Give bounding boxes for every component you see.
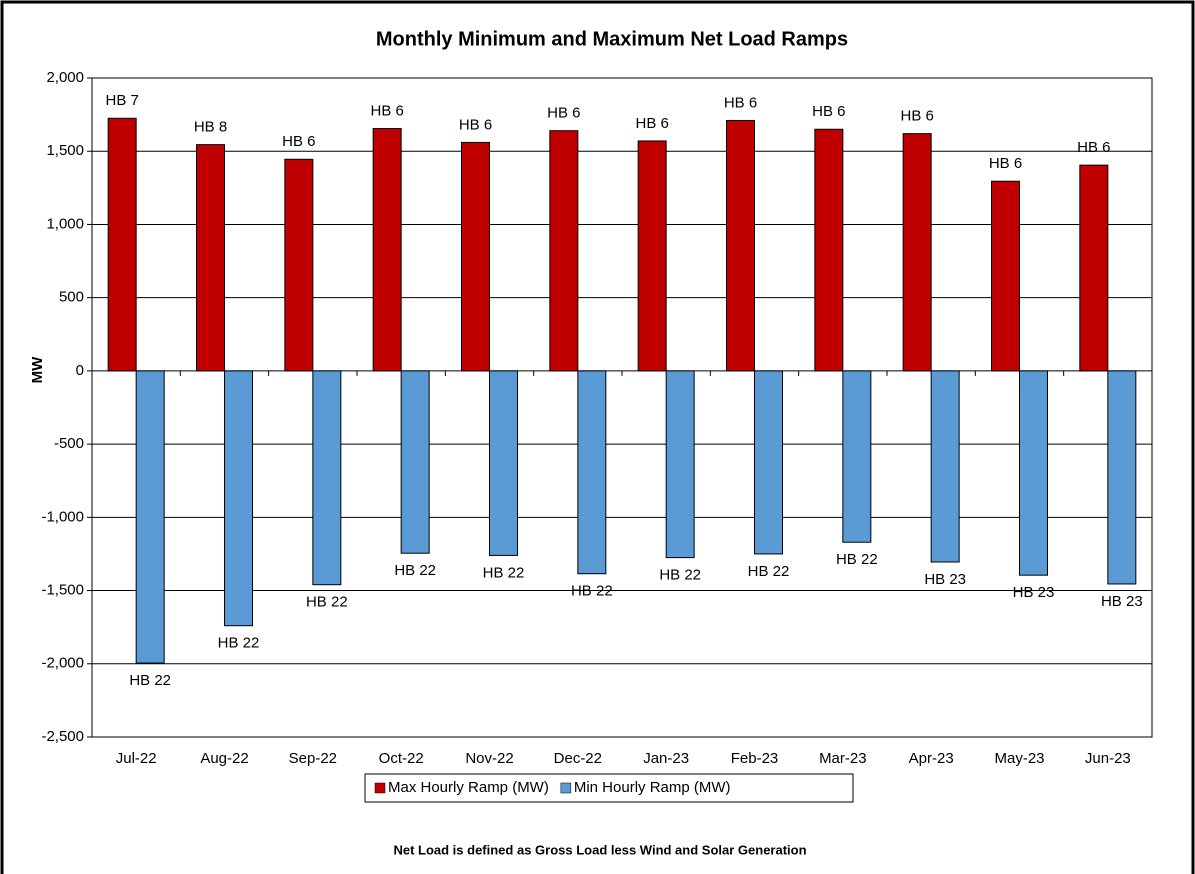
bar [549,130,579,372]
bar [754,370,783,555]
bar-annotation: HB 8 [194,119,227,136]
bar [461,141,490,372]
plot-area [91,77,1153,738]
bar [135,370,165,664]
bar-annotation: HB 22 [483,564,525,581]
y-tick-label: 1,000 [46,215,84,232]
bar [577,370,607,575]
y-tick-label: -2,000 [41,655,84,672]
bar [196,144,225,372]
bar [637,140,667,372]
footnote: Net Load is defined as Gross Load less W… [393,842,806,857]
y-tick-label: -500 [54,435,84,452]
x-tick-label: May-23 [994,750,1044,767]
bar-annotation: HB 23 [1013,584,1055,601]
legend-label: Max Hourly Ramp (MW) [388,779,549,796]
bar-annotation: HB 6 [900,108,933,125]
bar-annotation: HB 22 [306,594,348,611]
x-tick-label: Dec-22 [554,750,602,767]
legend-swatch [374,782,386,794]
bar [902,133,932,372]
y-tick-label: 1,500 [46,142,84,159]
bar [1019,370,1048,576]
x-tick-label: Nov-22 [465,750,513,767]
x-tick-label: Jun-23 [1085,750,1131,767]
x-tick-label: Mar-23 [819,750,867,767]
bar [1079,164,1109,372]
bar [991,180,1020,372]
bar-annotation: HB 6 [1077,139,1110,156]
x-tick-label: Apr-23 [909,750,954,767]
x-tick-label: Aug-22 [200,750,248,767]
bar [489,370,518,556]
bar-annotation: HB 23 [1101,593,1143,610]
bar-annotation: HB 6 [635,115,668,132]
bar [1107,370,1137,585]
bar-annotation: HB 6 [370,102,403,119]
bar-annotation: HB 6 [812,103,845,120]
bar-annotation: HB 6 [459,116,492,133]
legend-label: Min Hourly Ramp (MW) [574,779,731,796]
bar [312,370,342,586]
bar-annotation: HB 22 [836,551,878,568]
chart-title: Monthly Minimum and Maximum Net Load Ram… [376,28,848,50]
bar [224,370,253,627]
y-tick-label: -1,000 [41,508,84,525]
bar-annotation: HB 6 [547,105,580,122]
bar [814,128,844,372]
bar-annotation: HB 22 [659,567,701,584]
x-tick-label: Oct-22 [379,750,424,767]
bar [665,370,695,559]
bar [930,370,960,563]
y-tick-label: 0 [76,362,84,379]
bar-annotation: HB 22 [129,672,171,689]
bar-annotation: HB 22 [571,583,613,600]
bar-annotation: HB 23 [924,571,966,588]
legend-swatch [560,782,572,794]
bar-annotation: HB 6 [282,133,315,150]
x-tick-label: Jan-23 [643,750,689,767]
bar-annotation: HB 22 [218,635,260,652]
legend-box [364,773,854,803]
bar [372,128,402,372]
bar-annotation: HB 6 [989,155,1022,172]
x-tick-label: Jul-22 [116,750,157,767]
bar-annotation: HB 22 [748,563,790,580]
bar-annotation: HB 22 [394,562,436,579]
x-tick-label: Feb-23 [731,750,779,767]
x-tick-label: Sep-22 [289,750,337,767]
bar [842,370,872,543]
y-tick-label: 2,000 [46,69,84,86]
y-tick-label: -2,500 [41,728,84,745]
bar [726,119,755,372]
y-axis-label: MW [29,356,46,383]
bar-annotation: HB 7 [105,92,138,109]
y-tick-label: -1,500 [41,582,84,599]
bar [400,370,430,554]
bar [107,117,137,372]
y-tick-label: 500 [59,289,84,306]
bar-annotation: HB 6 [724,94,757,111]
bar [284,158,314,372]
